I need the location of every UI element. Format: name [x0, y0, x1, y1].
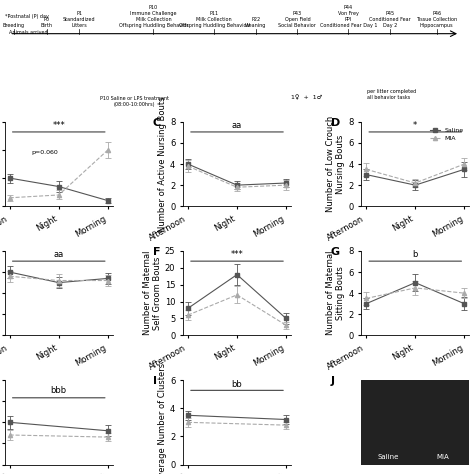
Text: p=0.060: p=0.060 [32, 150, 58, 155]
Text: P45
Conditioned Fear
Day 2: P45 Conditioned Fear Day 2 [369, 11, 411, 27]
Text: b: b [412, 250, 418, 259]
Text: aa: aa [232, 121, 242, 130]
Text: G: G [331, 247, 340, 257]
Text: aa: aa [54, 250, 64, 259]
Text: *Postnatal (P) day: *Postnatal (P) day [5, 14, 49, 19]
Text: P1
Standardized
Litters: P1 Standardized Litters [63, 11, 95, 27]
Y-axis label: Average Number of Clusters: Average Number of Clusters [158, 363, 167, 474]
Text: P0
Birth: P0 Birth [41, 17, 53, 27]
Text: bbb: bbb [51, 386, 67, 395]
Text: P46
Tissue Collection
Hippocampus: P46 Tissue Collection Hippocampus [416, 11, 457, 27]
Text: per litter completed
all behavior tasks: per litter completed all behavior tasks [367, 89, 416, 100]
Text: 1♀  +  1♂: 1♀ + 1♂ [291, 94, 322, 100]
Text: Saline: Saline [378, 454, 399, 460]
Text: I: I [153, 376, 157, 386]
Text: P22
Weaning: P22 Weaning [245, 17, 266, 27]
Text: C: C [153, 118, 161, 128]
Y-axis label: Number of Active Nursing Bouts: Number of Active Nursing Bouts [158, 96, 167, 232]
Text: MIA: MIA [436, 454, 448, 460]
Legend: Saline, MIA: Saline, MIA [428, 125, 466, 144]
Text: Breeding: Breeding [3, 23, 25, 27]
Y-axis label: Number of Maternal
Self Groom Bouts: Number of Maternal Self Groom Bouts [143, 251, 162, 336]
Text: ***: *** [231, 250, 243, 259]
Text: bb: bb [232, 380, 242, 389]
Text: Animals arrived: Animals arrived [9, 30, 48, 35]
Text: *: * [413, 121, 418, 130]
Y-axis label: Number of Maternal
Sitting Bouts: Number of Maternal Sitting Bouts [326, 251, 346, 336]
Text: P44
Von Frey
PPI
Conditioned Fear Day 1: P44 Von Frey PPI Conditioned Fear Day 1 [320, 5, 377, 27]
Text: P10 Saline or LPS treatment
(08:00-10:00hrs): P10 Saline or LPS treatment (08:00-10:00… [100, 96, 169, 107]
Text: D: D [331, 118, 340, 128]
Text: P10
Immune Challenge
Milk Collection
Offspring Huddling Behavior: P10 Immune Challenge Milk Collection Off… [118, 5, 188, 27]
Text: ***: *** [53, 121, 65, 130]
Text: P43
Open Field
Social Behavior: P43 Open Field Social Behavior [278, 11, 316, 27]
Text: P11
Milk Collection
Offspring Huddling Behavior: P11 Milk Collection Offspring Huddling B… [179, 11, 248, 27]
Text: F: F [153, 247, 160, 257]
Text: J: J [331, 376, 335, 386]
Y-axis label: Number of Low Crouch
Nursing Bouts: Number of Low Crouch Nursing Bouts [326, 116, 346, 212]
